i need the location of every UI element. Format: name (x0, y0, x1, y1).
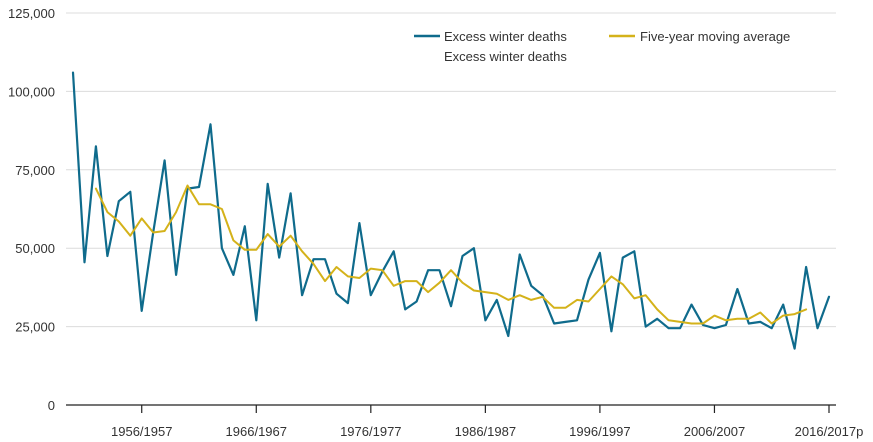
y-tick-label: 25,000 (15, 320, 55, 335)
x-tick-label: 1966/1967 (226, 424, 287, 439)
x-tick-label: 1976/1977 (340, 424, 401, 439)
legend-label-excess-winter-deaths: Excess winter deaths (444, 29, 567, 44)
legend: Excess winter deaths Excess winter death… (414, 29, 790, 64)
x-tick-label: 1986/1987 (455, 424, 516, 439)
y-tick-label: 125,000 (8, 6, 55, 21)
axes: 0 25,000 50,000 75,000 100,000 125,000 1956/19… (8, 6, 863, 439)
x-tick-label: 1956/1957 (111, 424, 172, 439)
y-tick-label: 0 (48, 398, 55, 413)
series-lines (71, 71, 831, 350)
y-tick-label: 75,000 (15, 163, 55, 178)
x-tick-label: 1996/1997 (569, 424, 630, 439)
series-line-five-year-moving-average (94, 184, 808, 325)
legend-label-five-year-moving-average: Five-year moving average (640, 29, 790, 44)
legend-label-extra: Excess winter deaths (444, 49, 567, 64)
y-tick-label: 50,000 (15, 241, 55, 256)
series-line-excess-winter-deaths (71, 71, 831, 350)
x-tick-label: 2016/2017p (795, 424, 864, 439)
y-tick-label: 100,000 (8, 84, 55, 99)
x-tick-label: 2006/2007 (684, 424, 745, 439)
